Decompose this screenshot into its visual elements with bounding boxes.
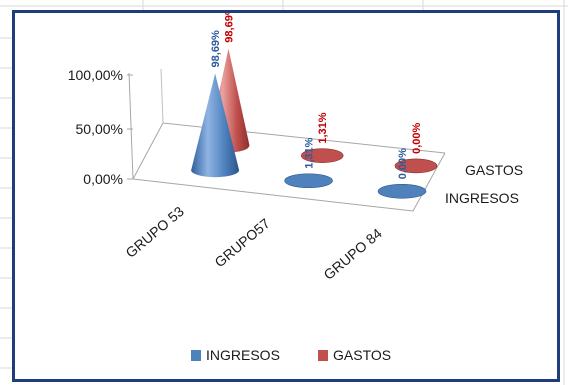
data-label-ingresos-1: 1,31%: [304, 137, 316, 168]
axes: [128, 68, 446, 212]
y-tick-label: 50,00%: [76, 121, 123, 137]
data-label-gastos-1: 1,31%: [317, 112, 329, 143]
y-tick-label: 100,00%: [68, 67, 123, 83]
series-axis-label-ingresos: INGRESOS: [445, 190, 519, 206]
data-labels: 98,69% 1,31% 0,00% 98,69% 1,31% 0,00%: [210, 13, 423, 179]
data-label-ingresos-0: 98,69%: [210, 30, 222, 68]
cone-base-gastos-2: [394, 158, 438, 174]
series-axis-label-gastos: GASTOS: [465, 162, 523, 178]
data-label-ingresos-2: 0,00%: [397, 148, 409, 179]
category-label-1: GRUPO57: [211, 215, 273, 270]
cone-base-gastos-1: [300, 148, 344, 163]
cone-base-ingresos-2: [377, 183, 427, 199]
cone-chart: 0,00%50,00%100,00% 98,69%1,31% 0,00%98,69…: [68, 13, 523, 363]
category-label-0: GRUPO 53: [122, 203, 187, 261]
category-label-2: GRUPO 84: [320, 225, 385, 283]
legend-swatch-gastos: [318, 350, 328, 361]
floor-front-edge: [132, 152, 446, 212]
y-axis-line: [128, 72, 134, 180]
y-axis-ticks: 0,00% 50,00% 100,00%: [68, 67, 133, 187]
legend-label-ingresos: INGRESOS: [206, 347, 280, 363]
legend[interactable]: INGRESOS GASTOS: [191, 347, 391, 363]
data-label-gastos-2: 0,00%: [411, 123, 423, 154]
cones: [191, 48, 438, 199]
chart-frame[interactable]: 0,00% 50,00% 100,00% 98,69% 1,31% 0,00% 98,69…: [12, 10, 560, 382]
back-wall-edge: [160, 68, 164, 124]
legend-label-gastos: GASTOS: [333, 347, 391, 363]
legend-swatch-ingresos: [191, 350, 201, 361]
category-labels: GRUPO 53 GRUPO57 GRUPO 84: [122, 203, 385, 283]
y-tick-label: 0,00%: [83, 171, 123, 187]
cone-ingresos-0: [191, 73, 240, 178]
cone-base-ingresos-1: [284, 173, 333, 189]
data-label-gastos-0: 98,69%: [223, 13, 235, 43]
series-axis-labels: INGRESOS GASTOS: [445, 162, 523, 206]
